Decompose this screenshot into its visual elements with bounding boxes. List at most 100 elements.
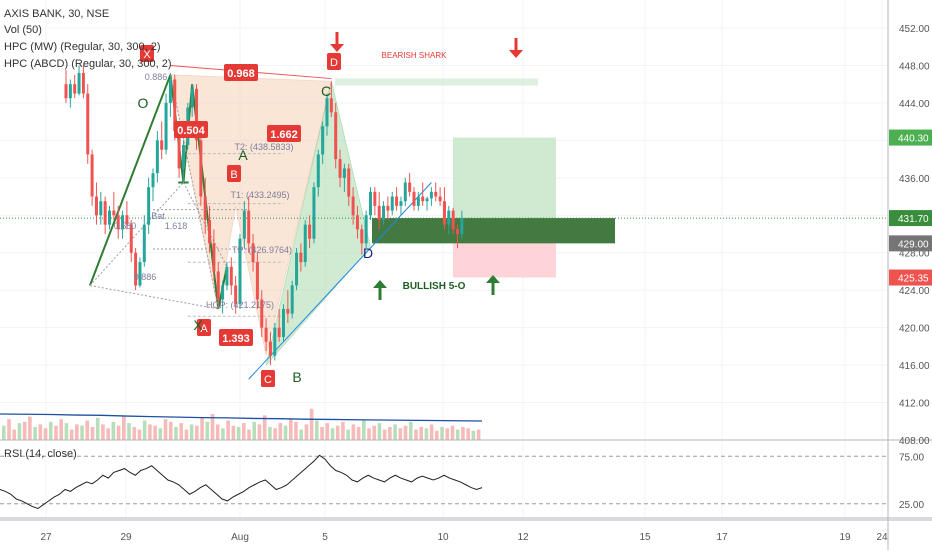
target-zone bbox=[453, 137, 556, 219]
volume-bar bbox=[424, 428, 429, 440]
price-label: 425.35 bbox=[898, 274, 929, 285]
candles bbox=[64, 65, 464, 366]
price-axis: 452.00448.00444.00440.00436.00432.00428.… bbox=[889, 24, 932, 511]
candle-body bbox=[303, 224, 307, 263]
pattern-point-label: D bbox=[363, 245, 373, 261]
ratio-tag-bg bbox=[174, 121, 208, 138]
volume-bar bbox=[351, 424, 356, 440]
volume-bar bbox=[450, 425, 455, 440]
time-axis: 27 29 Aug 5 10 12 15 17 19 24 bbox=[40, 532, 888, 543]
volume-bar bbox=[7, 419, 11, 440]
candle-body bbox=[286, 308, 290, 314]
candle-body bbox=[416, 196, 420, 206]
x-tick-label: 5 bbox=[322, 532, 328, 543]
candle-body bbox=[364, 215, 368, 244]
candle-body bbox=[73, 84, 77, 94]
candle-body bbox=[360, 229, 364, 244]
candle-body bbox=[103, 201, 107, 225]
pattern-point-label: A bbox=[238, 147, 248, 163]
volume-bar bbox=[69, 429, 74, 440]
volume-bar bbox=[54, 425, 58, 440]
candle-body bbox=[112, 210, 116, 216]
candle-body bbox=[94, 196, 98, 216]
candle-body bbox=[264, 327, 268, 342]
candle-body bbox=[295, 252, 299, 286]
candle-body bbox=[195, 88, 198, 141]
volume-bar bbox=[75, 424, 79, 440]
volume-bar bbox=[59, 419, 63, 440]
candle-body bbox=[299, 252, 303, 263]
volume-bar bbox=[137, 429, 142, 440]
volume-bar bbox=[304, 424, 309, 440]
candle-body bbox=[408, 182, 412, 192]
legend-hpc-abcd: HPC (ABCD) (Regular, 30, 300, 2) bbox=[4, 58, 172, 70]
volume-bar bbox=[283, 425, 288, 440]
candle-body bbox=[203, 196, 207, 220]
candle-body bbox=[160, 140, 164, 150]
candle-body bbox=[190, 88, 194, 108]
fib-level-label: T1: (433.2495) bbox=[230, 190, 289, 200]
candle-body bbox=[460, 218, 464, 234]
pattern-name-bearish-shark: BEARISH SHARK bbox=[382, 51, 448, 60]
volume-bar bbox=[273, 428, 277, 440]
volume-bar bbox=[142, 420, 147, 440]
candle-body bbox=[221, 285, 225, 300]
candle-body bbox=[334, 112, 338, 160]
candle-body bbox=[242, 210, 246, 239]
volume-bar bbox=[210, 414, 215, 440]
shark-pattern-fill bbox=[169, 74, 332, 356]
candle-body bbox=[369, 191, 372, 216]
candle-body bbox=[342, 168, 346, 178]
candle-body bbox=[312, 187, 316, 239]
candle-body bbox=[147, 187, 151, 225]
point-tag: X bbox=[143, 49, 151, 61]
candle-body bbox=[77, 72, 81, 94]
volume-bar bbox=[335, 425, 340, 440]
volume-bar bbox=[132, 427, 137, 440]
entry-zone bbox=[372, 218, 615, 244]
candle-body bbox=[90, 154, 94, 197]
volume-bar bbox=[461, 427, 465, 440]
candle-body bbox=[251, 243, 255, 263]
candle-body bbox=[308, 224, 312, 239]
volume-bar bbox=[455, 429, 460, 440]
volume-bar bbox=[476, 429, 481, 440]
candle-body bbox=[155, 140, 159, 174]
candle-body bbox=[373, 191, 377, 206]
fib-level-label: 0.580 bbox=[114, 221, 137, 231]
pattern-point-label: O bbox=[138, 95, 149, 111]
candle-body bbox=[99, 201, 103, 216]
volume-bar bbox=[116, 425, 121, 440]
candle-body bbox=[351, 196, 355, 216]
candle-body bbox=[456, 229, 459, 234]
candle-body bbox=[386, 205, 390, 211]
y-tick-label: 448.00 bbox=[899, 61, 930, 72]
volume-bar bbox=[111, 421, 116, 440]
candle-body bbox=[399, 201, 403, 206]
candle-body bbox=[212, 243, 216, 272]
candle-body bbox=[390, 196, 394, 211]
volume-bar bbox=[320, 427, 324, 440]
volume-bar bbox=[33, 427, 37, 440]
volume-ma-line bbox=[0, 413, 483, 422]
up-arrow-icon-head bbox=[486, 275, 500, 283]
volume-bar bbox=[64, 423, 69, 440]
candle-body bbox=[121, 215, 125, 230]
fib-level-label: HOP: (421.2175) bbox=[206, 300, 274, 310]
candle-body bbox=[268, 341, 272, 356]
candle-body bbox=[225, 266, 229, 286]
fib-level-label: Bat bbox=[151, 211, 165, 221]
candle-body bbox=[325, 98, 329, 127]
candle-body bbox=[329, 98, 333, 113]
volume-bar bbox=[252, 421, 257, 440]
volume-bar bbox=[43, 428, 48, 440]
candle-body bbox=[282, 308, 285, 337]
candle-body bbox=[173, 79, 177, 131]
volume-bar bbox=[127, 423, 131, 440]
rsi-title: RSI (14, close) bbox=[4, 448, 77, 460]
volume-bar bbox=[445, 428, 450, 440]
volume-bar bbox=[106, 428, 110, 440]
candle-body bbox=[421, 196, 425, 202]
